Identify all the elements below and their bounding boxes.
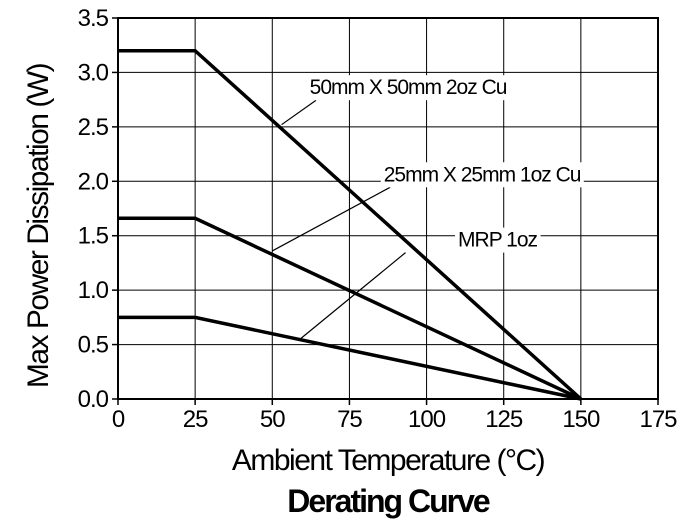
y-axis-title: Max Power Dissipation (W) bbox=[22, 63, 55, 388]
x-axis-title: Ambient Temperature (°C) bbox=[232, 444, 545, 477]
annotation-leader-2 bbox=[272, 186, 391, 252]
chart-title: Derating Curve bbox=[287, 483, 490, 519]
annotation-background-2 bbox=[380, 162, 584, 188]
y-tick-label: 3.0 bbox=[78, 59, 109, 86]
y-tick-label: 1.5 bbox=[78, 223, 109, 250]
annotation-background-3 bbox=[455, 227, 541, 253]
x-tick-label: 25 bbox=[183, 406, 208, 433]
y-tick-label: 0.5 bbox=[78, 332, 109, 359]
x-tick-label: 100 bbox=[408, 406, 446, 433]
series-line-3 bbox=[118, 315, 582, 401]
x-tick-label: 50 bbox=[260, 406, 285, 433]
y-tick-label: 2.0 bbox=[78, 168, 109, 195]
annotation-leader-3 bbox=[299, 252, 406, 340]
annotation-label-3: MRP 1oz bbox=[458, 229, 537, 252]
y-tick-label: 3.5 bbox=[78, 5, 109, 32]
y-tick-label: 0.0 bbox=[78, 386, 109, 413]
annotation-label-1: 50mm X 50mm 2oz Cu bbox=[310, 76, 507, 99]
series-layer bbox=[118, 48, 583, 401]
x-tick-label: 125 bbox=[485, 406, 523, 433]
axis-layer: 0 25 50 75 100 125 150 175 0.0 0.5 1.0 1.5 2.0 2.5 3.0… bbox=[78, 5, 679, 433]
series-line-2 bbox=[118, 216, 582, 401]
annotation-label-2: 25mm X 25mm 1oz Cu bbox=[384, 163, 581, 186]
plot-frame bbox=[117, 17, 659, 400]
x-tick-label: 0 bbox=[112, 406, 125, 433]
annotation-leader-1 bbox=[281, 99, 317, 126]
x-tick-label: 75 bbox=[337, 406, 362, 433]
y-tick-label: 1.0 bbox=[78, 277, 109, 304]
y-tick-label: 2.5 bbox=[78, 114, 109, 141]
annotation-layer: 50mm X 50mm 2oz Cu 25mm X 25mm 1oz Cu MRP … bbox=[272, 75, 584, 340]
x-tick-label: 175 bbox=[639, 406, 677, 433]
series-line-1 bbox=[118, 48, 583, 401]
annotation-background-1 bbox=[306, 75, 510, 101]
x-tick-label: 150 bbox=[562, 406, 600, 433]
